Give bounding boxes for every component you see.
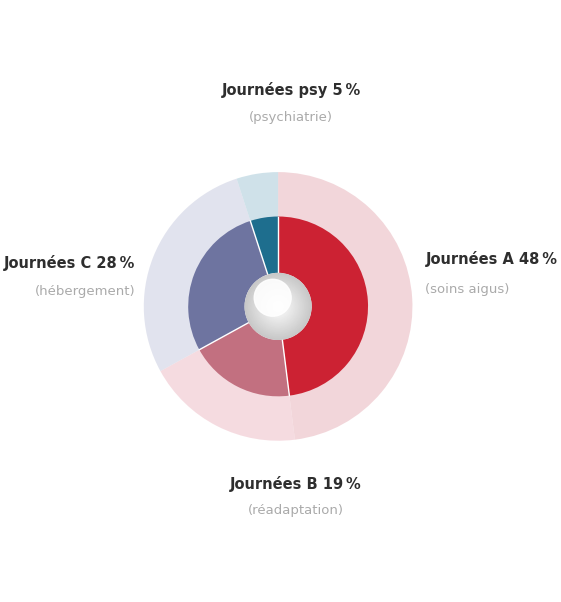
Circle shape bbox=[245, 273, 311, 340]
Circle shape bbox=[273, 302, 283, 311]
Circle shape bbox=[265, 293, 292, 320]
Text: (réadaptation): (réadaptation) bbox=[247, 503, 343, 517]
Circle shape bbox=[261, 290, 295, 323]
Circle shape bbox=[268, 296, 288, 317]
Circle shape bbox=[265, 294, 291, 319]
Circle shape bbox=[246, 275, 310, 338]
Wedge shape bbox=[278, 217, 368, 396]
Circle shape bbox=[250, 278, 307, 335]
Circle shape bbox=[258, 286, 298, 327]
Circle shape bbox=[256, 285, 300, 328]
Circle shape bbox=[275, 303, 282, 310]
Circle shape bbox=[254, 279, 291, 316]
Circle shape bbox=[270, 299, 286, 314]
Text: (psychiatrie): (psychiatrie) bbox=[249, 111, 333, 125]
Circle shape bbox=[252, 281, 304, 332]
Circle shape bbox=[250, 279, 306, 334]
Text: (soins aigus): (soins aigus) bbox=[425, 282, 510, 296]
Text: (hébergement): (hébergement) bbox=[34, 285, 135, 298]
Circle shape bbox=[260, 289, 296, 324]
Circle shape bbox=[259, 287, 297, 326]
Text: Journées A 48 %: Journées A 48 % bbox=[425, 251, 558, 267]
Circle shape bbox=[277, 306, 279, 307]
Circle shape bbox=[269, 297, 287, 315]
Wedge shape bbox=[250, 217, 278, 275]
Circle shape bbox=[253, 281, 304, 332]
Circle shape bbox=[249, 277, 307, 336]
Circle shape bbox=[255, 284, 301, 329]
Wedge shape bbox=[160, 323, 295, 441]
Circle shape bbox=[254, 282, 302, 331]
Circle shape bbox=[272, 300, 285, 313]
Circle shape bbox=[267, 296, 289, 317]
Wedge shape bbox=[188, 221, 268, 350]
Wedge shape bbox=[199, 323, 289, 396]
Circle shape bbox=[274, 302, 282, 311]
Circle shape bbox=[260, 288, 297, 325]
Circle shape bbox=[247, 275, 309, 338]
Circle shape bbox=[266, 294, 290, 318]
Circle shape bbox=[277, 305, 280, 308]
Circle shape bbox=[255, 283, 302, 330]
Circle shape bbox=[272, 300, 284, 312]
Circle shape bbox=[251, 279, 305, 334]
Circle shape bbox=[264, 292, 292, 321]
Text: Journées C 28 %: Journées C 28 % bbox=[4, 255, 135, 271]
Circle shape bbox=[263, 291, 293, 321]
Wedge shape bbox=[278, 172, 412, 439]
Text: Journées B 19 %: Journées B 19 % bbox=[229, 476, 361, 492]
Circle shape bbox=[262, 290, 294, 323]
Circle shape bbox=[257, 285, 299, 327]
Circle shape bbox=[275, 304, 280, 309]
Circle shape bbox=[248, 276, 309, 337]
Text: Journées psy 5 %: Journées psy 5 % bbox=[222, 82, 361, 98]
Wedge shape bbox=[144, 179, 268, 371]
Circle shape bbox=[270, 298, 287, 315]
Wedge shape bbox=[237, 172, 278, 275]
